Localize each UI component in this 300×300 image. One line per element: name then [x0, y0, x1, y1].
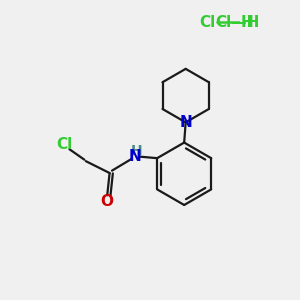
Text: Cl: Cl	[199, 15, 215, 30]
Text: N: N	[179, 115, 192, 130]
Text: O: O	[101, 194, 114, 209]
Text: H: H	[241, 15, 254, 30]
Text: H: H	[130, 144, 142, 158]
Text: Cl—H: Cl—H	[215, 15, 260, 30]
Text: N: N	[128, 149, 141, 164]
Text: Cl: Cl	[56, 137, 72, 152]
